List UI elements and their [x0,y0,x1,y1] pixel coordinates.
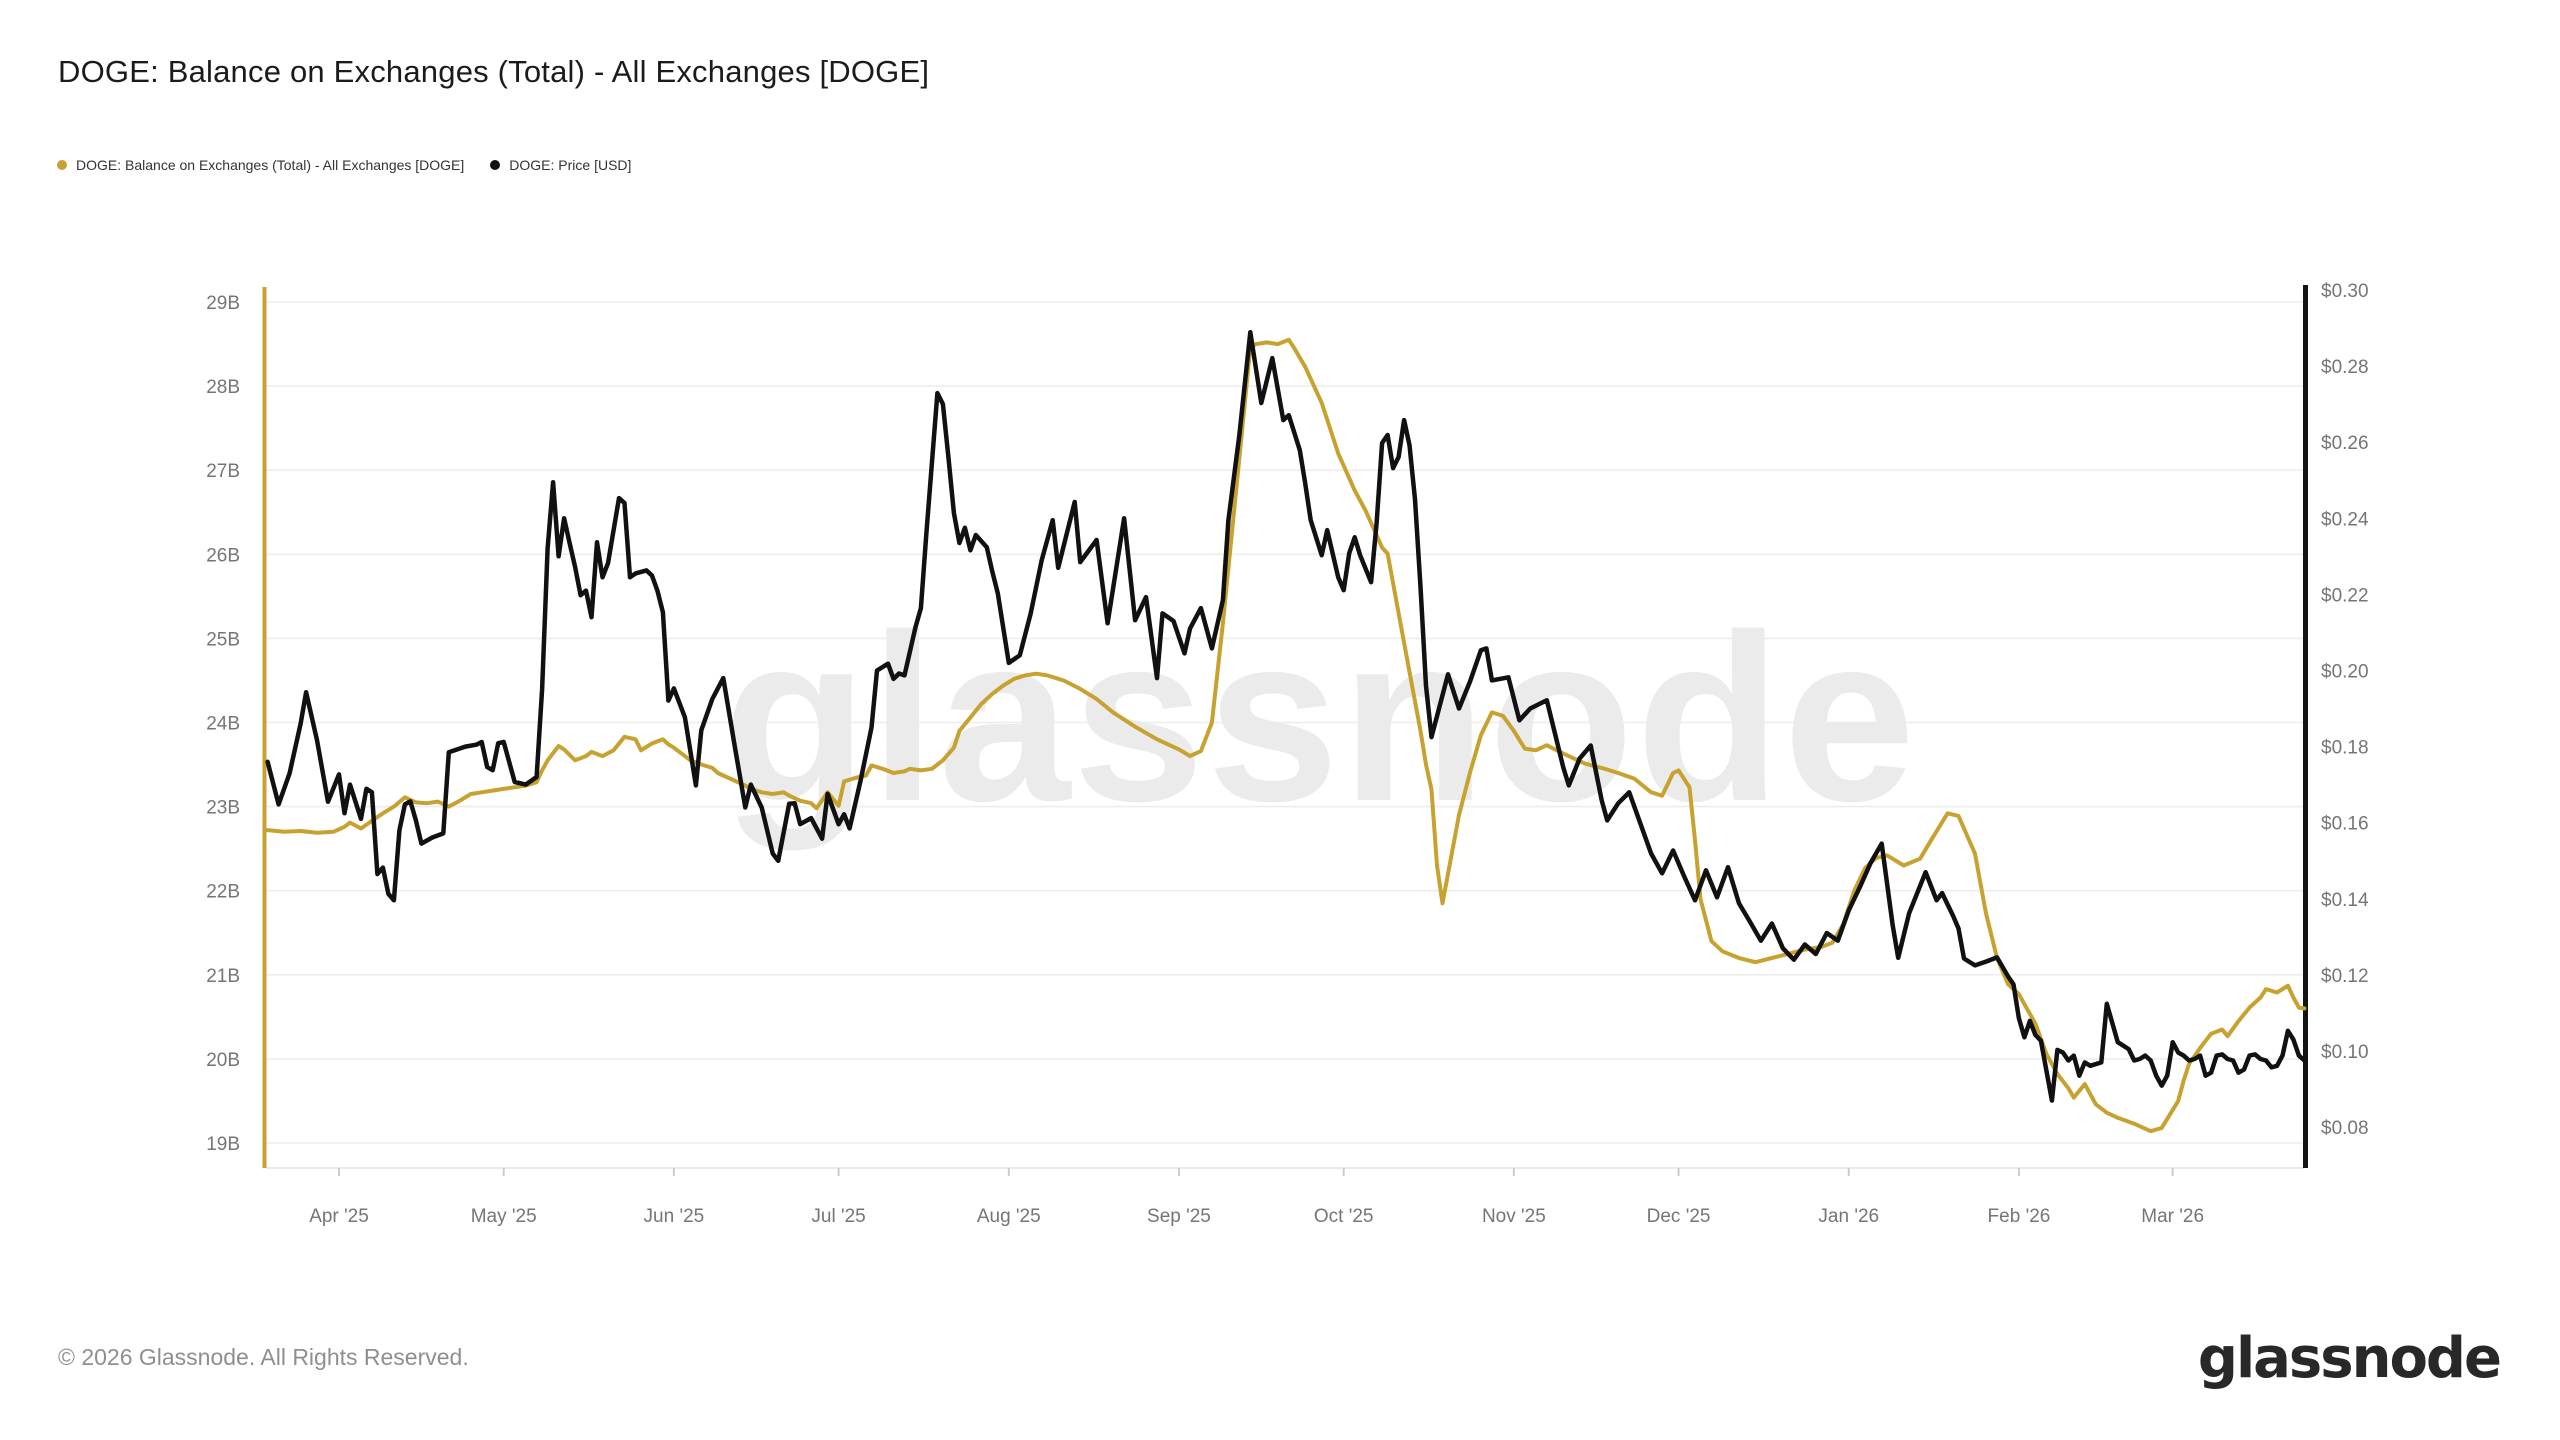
x-axis-label: Jul '25 [811,1206,865,1227]
x-axis-label: Jan '26 [1818,1206,1879,1227]
right-axis-label: $0.26 [2321,433,2369,454]
right-axis-label: $0.22 [2321,585,2369,606]
left-axis-bar [262,287,267,1168]
right-axis-label: $0.28 [2321,357,2369,378]
legend-label-price: DOGE: Price [USD] [509,157,632,173]
right-axis-label: $0.24 [2321,509,2369,530]
x-axis-label: Dec '25 [1647,1206,1711,1227]
x-axis-label: May '25 [471,1206,537,1227]
right-axis-label: $0.30 [2321,281,2369,302]
page-title: DOGE: Balance on Exchanges (Total) - All… [58,54,930,89]
x-axis-label: Feb '26 [1988,1206,2051,1227]
price-line-series [265,329,2307,1103]
watermark-glassnode: glassnode [722,586,1917,851]
legend-item-balance[interactable]: DOGE: Balance on Exchanges (Total) - All… [57,157,464,173]
x-axis-label: Aug '25 [977,1206,1041,1227]
left-axis-label: 29B [206,293,240,314]
right-axis-label: $0.16 [2321,814,2369,835]
left-axis-label: 22B [206,882,240,903]
left-axis-label: 23B [206,798,240,819]
right-axis-label: $0.08 [2321,1118,2369,1139]
copyright-text: © 2026 Glassnode. All Rights Reserved. [58,1344,469,1370]
right-axis-label: $0.20 [2321,662,2369,683]
right-axis-bar [2303,285,2308,1168]
balance-series-dot-icon [57,160,67,170]
right-axis-label: $0.12 [2321,966,2369,987]
right-axis-label: $0.10 [2321,1042,2369,1063]
left-axis-label: 21B [206,966,240,987]
left-axis-label: 26B [206,545,240,566]
right-axis-label: $0.18 [2321,738,2369,759]
x-axis-label: Oct '25 [1314,1206,1374,1227]
chart-legend: DOGE: Balance on Exchanges (Total) - All… [57,157,631,173]
legend-item-price[interactable]: DOGE: Price [USD] [490,157,631,173]
left-axis-label: 19B [206,1134,240,1155]
glassnode-logo: glassnode [2197,1326,2502,1391]
left-axis-label: 25B [206,629,240,650]
right-axis-label: $0.14 [2321,890,2369,911]
left-axis-label: 20B [206,1050,240,1071]
left-axis-label: 27B [206,461,240,482]
left-axis-label: 24B [206,714,240,735]
x-axis-label: Nov '25 [1482,1206,1546,1227]
x-axis-label: Jun '25 [644,1206,705,1227]
x-axis-label: Mar '26 [2141,1206,2204,1227]
x-axis-label: Apr '25 [309,1206,369,1227]
x-axis-label: Sep '25 [1147,1206,1211,1227]
price-series-dot-icon [490,160,501,170]
legend-label-balance: DOGE: Balance on Exchanges (Total) - All… [76,157,465,173]
left-axis-label: 28B [206,377,240,398]
